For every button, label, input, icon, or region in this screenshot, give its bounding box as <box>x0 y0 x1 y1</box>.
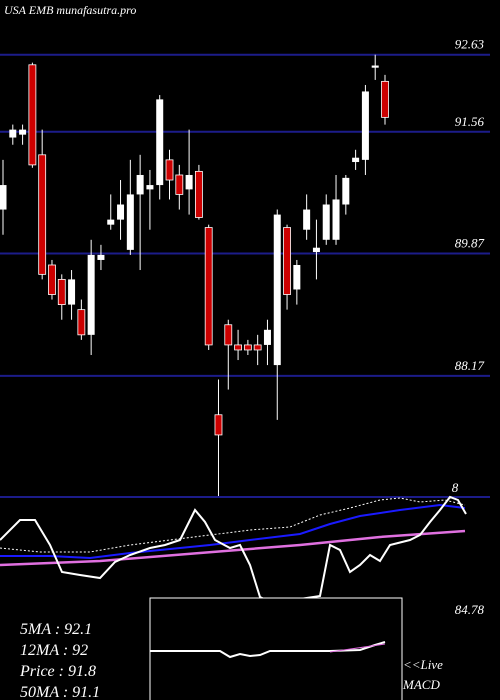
candle-body <box>303 209 311 230</box>
candle-body <box>0 185 7 210</box>
y-tick-label: 89.87 <box>455 235 485 250</box>
candle-body <box>165 159 174 181</box>
ma-text: 5MA : 92.1 <box>20 621 92 638</box>
ma-text: 12MA : 92 <box>20 642 88 659</box>
candle-body <box>175 174 184 195</box>
candle-body <box>57 278 66 305</box>
candle-body <box>361 91 369 160</box>
candle-body <box>253 344 262 351</box>
candle-body <box>107 219 115 225</box>
candle-body <box>156 99 164 186</box>
ma-text: 50MA : 91.1 <box>20 684 100 700</box>
candle-body <box>77 309 86 336</box>
candle-body <box>371 65 379 68</box>
candle-body <box>332 199 340 240</box>
candle-body <box>68 279 76 305</box>
macd-line <box>150 641 386 659</box>
candle-body <box>19 129 27 135</box>
y-tick-label: 91.56 <box>455 114 485 129</box>
candle-body <box>87 254 95 335</box>
candle-body <box>214 414 223 436</box>
candle-body <box>342 177 350 205</box>
candle-body <box>283 227 291 295</box>
y-tick-label: 92.63 <box>455 37 485 52</box>
macd-text: MACD <box>402 677 440 692</box>
candle-body <box>234 344 242 351</box>
candle-body <box>352 157 360 163</box>
candle-body <box>48 264 56 295</box>
y-tick-label: 84.78 <box>455 602 485 617</box>
candle-body <box>273 214 281 366</box>
candle-body <box>322 204 330 240</box>
candle-body <box>117 204 125 220</box>
chart-title: USA EMB munafasutra.pro <box>4 3 136 17</box>
ma-text: Price : 91.8 <box>19 663 96 680</box>
candle-body <box>293 264 301 290</box>
candle-body <box>204 227 213 346</box>
candle-body <box>194 170 203 218</box>
candles <box>0 54 389 560</box>
candle-body <box>263 329 271 345</box>
candle-body <box>381 80 389 118</box>
candle-body <box>312 247 320 253</box>
candle-body <box>97 254 105 260</box>
annotation: 8 <box>452 480 459 495</box>
candle-body <box>9 129 17 138</box>
pink-line <box>0 529 466 567</box>
candle-body <box>185 174 193 190</box>
live-text: <<Live <box>403 657 443 672</box>
indicator-panel <box>0 495 500 700</box>
candle-body <box>126 194 134 250</box>
indicator-line <box>0 495 467 604</box>
candle-body <box>146 185 154 190</box>
candle-body <box>243 344 252 351</box>
y-tick-label: 88.17 <box>455 358 485 373</box>
blue-line <box>0 503 466 560</box>
macd-signal <box>329 643 386 653</box>
candle-body <box>224 324 233 346</box>
candle-body <box>38 154 47 275</box>
candle-body <box>28 64 37 166</box>
candle-body <box>136 174 144 195</box>
